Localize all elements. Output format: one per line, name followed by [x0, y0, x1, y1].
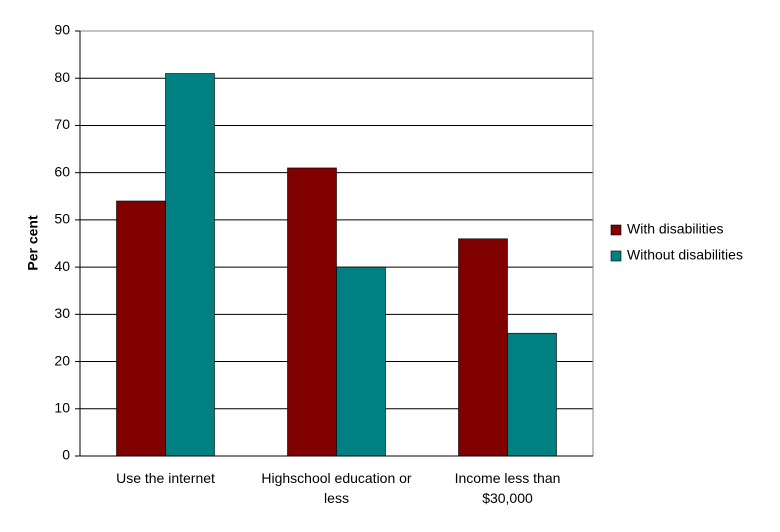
legend-label: Without disabilities: [627, 247, 743, 263]
bar: [287, 167, 337, 457]
legend-label: With disabilities: [627, 221, 723, 237]
y-tick-label: 90: [54, 22, 70, 38]
y-tick-label: 80: [54, 69, 70, 85]
legend-swatch: [610, 224, 622, 236]
y-tick-label: 60: [54, 163, 70, 179]
bar: [165, 73, 215, 457]
y-tick-label: 70: [54, 116, 70, 132]
bar: [116, 200, 166, 457]
y-tick-label: 0: [62, 447, 70, 463]
bar: [507, 332, 557, 457]
y-tick-label: 50: [54, 211, 70, 227]
bar: [458, 238, 508, 457]
y-tick-label: 10: [54, 399, 70, 415]
y-tick-label: 40: [54, 258, 70, 274]
y-tick-label: 30: [54, 305, 70, 321]
y-axis-title: Per cent: [25, 215, 41, 271]
bar: [336, 266, 386, 457]
x-tick-label: Income less than $30,000: [454, 470, 561, 506]
legend-swatch: [610, 250, 622, 262]
x-tick-label: Highschool education or less: [261, 470, 412, 506]
y-tick-label: 20: [54, 352, 70, 368]
x-tick-label: Use the internet: [116, 470, 215, 486]
